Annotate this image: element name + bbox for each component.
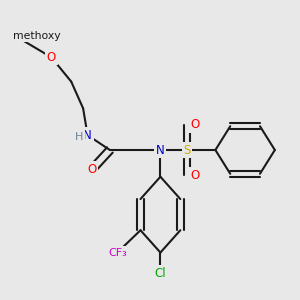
Text: O: O <box>190 169 199 182</box>
Text: CF₃: CF₃ <box>108 248 127 257</box>
Text: methoxy: methoxy <box>21 39 27 40</box>
Text: methoxy: methoxy <box>13 31 61 40</box>
Text: O: O <box>190 118 199 131</box>
Text: S: S <box>184 143 191 157</box>
Text: Cl: Cl <box>154 267 166 280</box>
Text: N: N <box>156 143 165 157</box>
Text: H: H <box>74 132 83 142</box>
Text: N: N <box>83 129 92 142</box>
Text: O: O <box>87 163 97 176</box>
Text: O: O <box>47 51 56 64</box>
